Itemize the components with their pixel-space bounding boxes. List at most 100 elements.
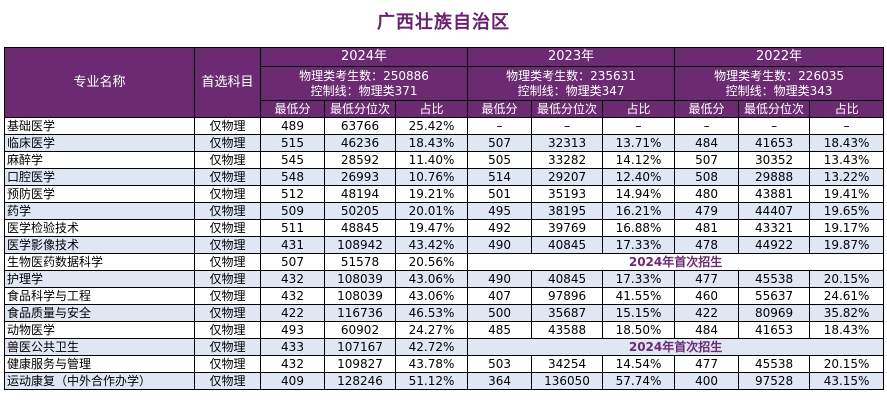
major-name: 护理学 xyxy=(4,270,195,288)
min-score-cell-2023: 495 xyxy=(467,202,533,220)
min-score-cell-2022: 479 xyxy=(674,202,740,220)
min-rank-cell-2024: 48845 xyxy=(324,219,396,237)
subject-requirement: 仅物理 xyxy=(194,236,261,254)
ratio-cell-2022: 13.22% xyxy=(809,168,885,186)
ratio-cell-2023: 16.88% xyxy=(602,219,676,237)
min-rank-cell-2022: 97528 xyxy=(738,372,811,390)
min-score-cell-2024: 422 xyxy=(260,304,325,322)
subject-requirement: 仅物理 xyxy=(194,270,261,288)
major-name: 临床医学 xyxy=(4,134,195,152)
ratio-cell-2023: 17.33% xyxy=(602,236,676,254)
ratio-cell-2024: 25.42% xyxy=(394,117,469,135)
subject-requirement: 仅物理 xyxy=(194,338,261,356)
min-rank-cell-2023: 32313 xyxy=(531,134,604,152)
subject-requirement: 仅物理 xyxy=(194,321,261,339)
min-rank-cell-2022: 45538 xyxy=(738,355,811,373)
min-score-cell-2022: 400 xyxy=(674,372,740,390)
ratio-cell-2022: 19.87% xyxy=(809,236,885,254)
min-score-cell-2023: 514 xyxy=(467,168,533,186)
min-score-cell-2022: 477 xyxy=(674,270,740,288)
subject-requirement: 仅物理 xyxy=(194,202,261,220)
sub-header-ratio: 占比 xyxy=(602,100,676,118)
table-row: 运动康复（中外合作办学） 仅物理 409 128246 51.12% 364 136050 5… xyxy=(4,372,885,390)
stats-control-line: 控制线：物理类347 xyxy=(517,83,625,98)
sub-header-min-score: 最低分 xyxy=(260,100,325,118)
ratio-cell-2023: 15.15% xyxy=(602,304,676,322)
min-score-cell-2024: 431 xyxy=(260,236,325,254)
ratio-cell-2022: 18.43% xyxy=(809,321,885,339)
stats-2024: 物理类考生数：250886 控制线：物理类371 xyxy=(259,66,469,101)
min-score-cell-2024: 493 xyxy=(260,321,325,339)
sub-header-ratio: 占比 xyxy=(394,100,469,118)
min-rank-cell-2024: 108039 xyxy=(324,270,396,288)
min-score-cell-2024: 548 xyxy=(260,168,325,186)
min-rank-cell-2024: 28592 xyxy=(324,151,396,169)
min-score-cell-2022: 481 xyxy=(674,219,740,237)
table-row: 兽医公共卫生 仅物理 433 107167 42.72% 2024年首次招生 xyxy=(4,338,885,356)
ratio-cell-2023: 16.21% xyxy=(602,202,676,220)
min-score-cell-2023: 490 xyxy=(467,270,533,288)
table-row: 预防医学 仅物理 512 48194 19.21% 501 35193 14.94% 480 43… xyxy=(4,185,885,203)
subject-requirement: 仅物理 xyxy=(194,185,261,203)
min-rank-cell-2022: 41653 xyxy=(738,321,811,339)
min-score-cell-2024: 432 xyxy=(260,270,325,288)
ratio-cell-2022: 13.43% xyxy=(809,151,885,169)
min-rank-cell-2023: 29207 xyxy=(531,168,604,186)
ratio-cell-2024: 43.06% xyxy=(394,287,469,305)
major-header: 专业名称 xyxy=(4,47,195,118)
subject-requirement: 仅物理 xyxy=(194,168,261,186)
major-name: 食品质量与安全 xyxy=(4,304,195,322)
sub-header-min-score: 最低分 xyxy=(674,100,740,118)
major-name: 药学 xyxy=(4,202,195,220)
min-score-cell-2022: 422 xyxy=(674,304,740,322)
min-score-cell-2024: 432 xyxy=(260,287,325,305)
major-name: 健康服务与管理 xyxy=(4,355,195,373)
ratio-cell-2024: 43.78% xyxy=(394,355,469,373)
min-score-cell-2022: 508 xyxy=(674,168,740,186)
min-score-cell-2022: – xyxy=(674,117,740,135)
subject-requirement: 仅物理 xyxy=(194,219,261,237)
ratio-cell-2022: 20.15% xyxy=(809,270,885,288)
min-score-cell-2024: 507 xyxy=(260,253,325,271)
table-row: 食品科学与工程 仅物理 432 108039 43.06% 407 97896 41.55% 4… xyxy=(4,287,885,305)
min-rank-cell-2024: 50205 xyxy=(324,202,396,220)
ratio-cell-2024: 24.27% xyxy=(394,321,469,339)
min-rank-cell-2024: 109827 xyxy=(324,355,396,373)
min-rank-cell-2023: 34254 xyxy=(531,355,604,373)
ratio-cell-2023: 18.50% xyxy=(602,321,676,339)
stats-control-line: 控制线：物理类343 xyxy=(725,83,833,98)
min-score-cell-2023: 492 xyxy=(467,219,533,237)
table-row: 临床医学 仅物理 515 46236 18.43% 507 32313 13.71% 484 41… xyxy=(4,134,885,152)
min-score-cell-2022: 460 xyxy=(674,287,740,305)
min-rank-cell-2023: 35687 xyxy=(531,304,604,322)
min-rank-cell-2022: 41653 xyxy=(738,134,811,152)
first-enroll-note: 2024年首次招生 xyxy=(467,253,885,271)
stats-2022: 物理类考生数：226035 控制线：物理类343 xyxy=(674,66,885,101)
min-rank-cell-2024: 107167 xyxy=(324,338,396,356)
ratio-cell-2022: 19.41% xyxy=(809,185,885,203)
ratio-cell-2024: 11.40% xyxy=(394,151,469,169)
min-score-cell-2024: 409 xyxy=(260,372,325,390)
min-rank-cell-2023: – xyxy=(531,117,604,135)
major-name: 基础医学 xyxy=(4,117,195,135)
ratio-cell-2024: 19.47% xyxy=(394,219,469,237)
subject-requirement: 仅物理 xyxy=(194,253,261,271)
min-score-cell-2024: 545 xyxy=(260,151,325,169)
subject-requirement: 仅物理 xyxy=(194,134,261,152)
ratio-cell-2024: 43.06% xyxy=(394,270,469,288)
min-rank-cell-2023: 40845 xyxy=(531,270,604,288)
ratio-cell-2023: – xyxy=(602,117,676,135)
min-rank-cell-2024: 63766 xyxy=(324,117,396,135)
table-row: 动物医学 仅物理 493 60902 24.27% 485 43588 18.50% 484 41… xyxy=(4,321,885,339)
min-rank-cell-2022: 30352 xyxy=(738,151,811,169)
sub-header-min-score: 最低分 xyxy=(467,100,533,118)
major-name: 食品科学与工程 xyxy=(4,287,195,305)
min-rank-cell-2022: 44922 xyxy=(738,236,811,254)
admission-score-table: 专业名称 首选科目 2024年 2023年 2022年 物理类考生数：25088… xyxy=(4,47,885,390)
major-name: 预防医学 xyxy=(4,185,195,203)
min-rank-cell-2024: 51578 xyxy=(324,253,396,271)
ratio-cell-2023: 14.94% xyxy=(602,185,676,203)
min-score-cell-2022: 507 xyxy=(674,151,740,169)
min-score-cell-2023: 503 xyxy=(467,355,533,373)
ratio-cell-2022: – xyxy=(809,117,885,135)
